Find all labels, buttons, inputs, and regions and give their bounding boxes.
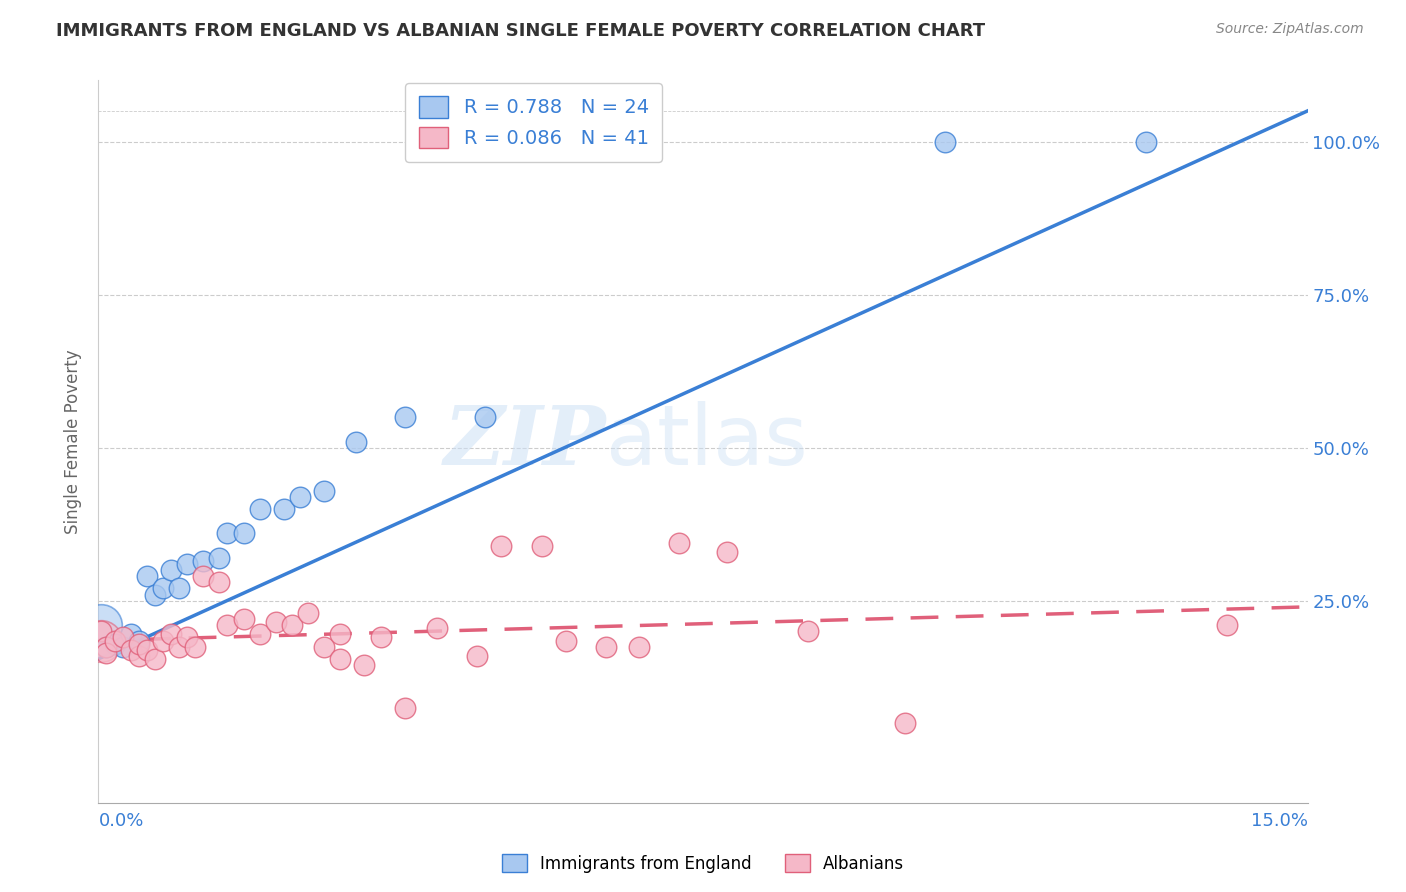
Point xyxy=(193,569,215,583)
Point xyxy=(217,618,239,632)
Point xyxy=(90,633,112,648)
Point xyxy=(264,615,287,630)
Point xyxy=(474,410,496,425)
Point xyxy=(96,640,118,654)
Legend: Immigrants from England, Albanians: Immigrants from England, Albanians xyxy=(495,847,911,880)
Point xyxy=(128,648,150,663)
Point xyxy=(232,526,254,541)
Point xyxy=(152,582,174,596)
Point xyxy=(103,637,125,651)
Point xyxy=(426,621,449,635)
Point xyxy=(111,631,134,645)
Point xyxy=(627,640,650,654)
Point xyxy=(288,490,311,504)
Point xyxy=(184,640,207,654)
Point xyxy=(297,606,319,620)
Point xyxy=(128,637,150,651)
Point xyxy=(595,640,617,654)
Text: IMMIGRANTS FROM ENGLAND VS ALBANIAN SINGLE FEMALE POVERTY CORRELATION CHART: IMMIGRANTS FROM ENGLAND VS ALBANIAN SING… xyxy=(56,22,986,40)
Point xyxy=(176,631,198,645)
Point xyxy=(160,627,183,641)
Point xyxy=(353,658,375,673)
Point xyxy=(797,624,820,639)
Point xyxy=(90,624,112,639)
Text: 0.0%: 0.0% xyxy=(98,812,143,830)
Point xyxy=(1135,135,1157,149)
Text: ZIP: ZIP xyxy=(444,401,606,482)
Point xyxy=(249,627,271,641)
Point xyxy=(329,627,352,641)
Point xyxy=(120,627,142,641)
Point xyxy=(217,526,239,541)
Point xyxy=(208,550,231,565)
Point xyxy=(555,633,578,648)
Point xyxy=(1216,618,1239,632)
Point xyxy=(249,502,271,516)
Point xyxy=(96,646,118,660)
Point xyxy=(232,612,254,626)
Point xyxy=(491,539,513,553)
Text: 15.0%: 15.0% xyxy=(1250,812,1308,830)
Point xyxy=(314,640,336,654)
Point xyxy=(167,640,190,654)
Text: Source: ZipAtlas.com: Source: ZipAtlas.com xyxy=(1216,22,1364,37)
Point xyxy=(152,633,174,648)
Point xyxy=(143,588,166,602)
Point xyxy=(128,633,150,648)
Point xyxy=(160,563,183,577)
Point xyxy=(143,652,166,666)
Y-axis label: Single Female Poverty: Single Female Poverty xyxy=(65,350,83,533)
Legend: R = 0.788   N = 24, R = 0.086   N = 41: R = 0.788 N = 24, R = 0.086 N = 41 xyxy=(405,83,662,162)
Point xyxy=(96,640,118,654)
Point xyxy=(465,648,488,663)
Point xyxy=(893,716,915,731)
Point xyxy=(716,545,738,559)
Point xyxy=(394,410,416,425)
Point xyxy=(111,640,134,654)
Point xyxy=(329,652,352,666)
Point xyxy=(103,633,125,648)
Point xyxy=(273,502,295,516)
Point xyxy=(167,582,190,596)
Point xyxy=(176,557,198,571)
Point xyxy=(90,618,112,632)
Point xyxy=(344,434,367,449)
Point xyxy=(208,575,231,590)
Point xyxy=(120,642,142,657)
Point xyxy=(934,135,956,149)
Point xyxy=(394,701,416,715)
Point xyxy=(135,569,157,583)
Point xyxy=(370,631,392,645)
Point xyxy=(281,618,304,632)
Point xyxy=(135,642,157,657)
Point xyxy=(668,535,690,549)
Text: atlas: atlas xyxy=(606,401,808,482)
Point xyxy=(530,539,553,553)
Point xyxy=(193,554,215,568)
Point xyxy=(314,483,336,498)
